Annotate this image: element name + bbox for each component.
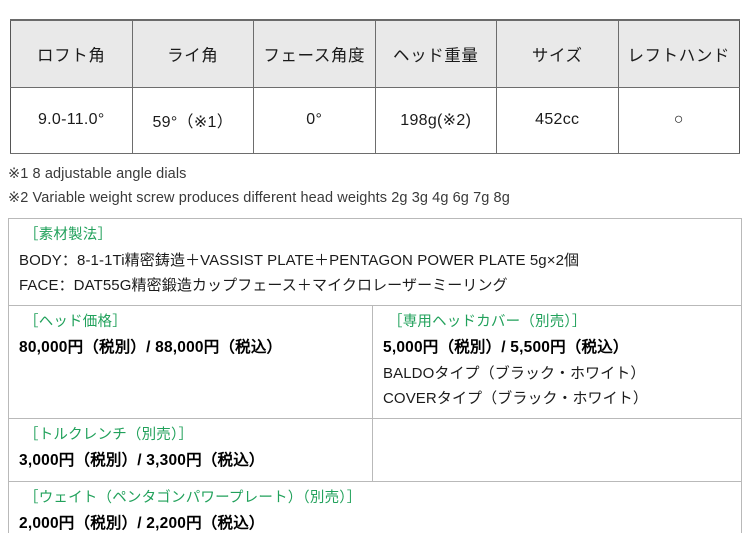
footnotes: ※1 8 adjustable angle dials ※2 Variable … — [8, 162, 742, 210]
torque-wrench-block: ［トルクレンチ（別売）］ 3,000円（税別）/ 3,300円（税込） — [9, 419, 373, 481]
torque-wrench-spacer — [373, 419, 741, 481]
material-body-line-1: BODY：8-1-1Ti精密鋳造＋VASSIST PLATE＋PENTAGON … — [19, 252, 580, 269]
head-cover-option-2: COVERタイプ（ブラック・ホワイト） — [383, 390, 648, 407]
info-row-head-price: ［ヘッド価格］ 80,000円（税別）/ 88,000円（税込） ［専用ヘッドカ… — [9, 305, 741, 418]
spec-table: ロフト角 ライ角 フェース角度 ヘッド重量 サイズ レフトハンド 9.0-11.… — [10, 19, 740, 154]
footnote-1: ※1 8 adjustable angle dials — [8, 166, 187, 182]
info-row-torque-wrench: ［トルクレンチ（別売）］ 3,000円（税別）/ 3,300円（税込） — [9, 418, 741, 481]
info-section: ［素材製法］ BODY：8-1-1Ti精密鋳造＋VASSIST PLATE＋PE… — [8, 218, 742, 533]
torque-wrench-value: 3,000円（税別）/ 3,300円（税込） — [19, 452, 265, 469]
head-cover-block: ［専用ヘッドカバー（別売）］ 5,000円（税別）/ 5,500円（税込） BA… — [373, 306, 741, 418]
spec-table-value-row: 9.0-11.0° 59°（※1） 0° 198g(※2) 452cc ○ — [10, 86, 740, 154]
weight-block: ［ウェイト（ペンタゴンパワープレート）（別売）］ 2,000円（税別）/ 2,2… — [9, 482, 741, 533]
footnote-2: ※2 Variable weight screw produces differ… — [8, 190, 510, 206]
value-size: 452cc — [496, 86, 619, 154]
column-header-loft-angle: ロフト角 — [10, 19, 133, 88]
weight-value: 2,000円（税別）/ 2,200円（税込） — [19, 515, 265, 532]
column-header-face-angle: フェース角度 — [253, 19, 376, 88]
head-price-block: ［ヘッド価格］ 80,000円（税別）/ 88,000円（税込） — [9, 306, 373, 418]
info-row-material: ［素材製法］ BODY：8-1-1Ti精密鋳造＋VASSIST PLATE＋PE… — [9, 219, 741, 305]
material-body-line-2: FACE：DAT55G精密鍛造カップフェース＋マイクロレーザーミーリング — [19, 277, 508, 294]
weight-title: ［ウェイト（ペンタゴンパワープレート）（別売）］ — [24, 490, 362, 506]
head-cover-value: 5,000円（税別）/ 5,500円（税込） — [383, 339, 629, 356]
value-face-angle: 0° — [253, 86, 376, 154]
head-price-value: 80,000円（税別）/ 88,000円（税込） — [19, 339, 283, 356]
info-row-weight: ［ウェイト（ペンタゴンパワープレート）（別売）］ 2,000円（税別）/ 2,2… — [9, 481, 741, 533]
material-title: ［素材製法］ — [24, 227, 113, 243]
value-left-hand: ○ — [617, 86, 740, 154]
head-cover-title: ［専用ヘッドカバー（別売）］ — [388, 314, 587, 330]
value-head-weight: 198g(※2) — [374, 86, 497, 154]
column-header-size: サイズ — [496, 19, 619, 88]
column-header-lie-angle: ライ角 — [131, 19, 254, 88]
value-lie-angle: 59°（※1） — [131, 86, 254, 154]
spec-table-container: ロフト角 ライ角 フェース角度 ヘッド重量 サイズ レフトハンド 9.0-11.… — [10, 19, 740, 154]
head-cover-option-1: BALDOタイプ（ブラック・ホワイト） — [383, 365, 646, 382]
column-header-head-weight: ヘッド重量 — [374, 19, 497, 88]
material-block: ［素材製法］ BODY：8-1-1Ti精密鋳造＋VASSIST PLATE＋PE… — [9, 219, 741, 305]
torque-wrench-title: ［トルクレンチ（別売）］ — [24, 427, 194, 443]
column-header-left-hand: レフトハンド — [617, 19, 740, 88]
spec-table-header-row: ロフト角 ライ角 フェース角度 ヘッド重量 サイズ レフトハンド — [10, 19, 740, 88]
head-price-title: ［ヘッド価格］ — [24, 314, 127, 330]
value-loft-angle: 9.0-11.0° — [10, 86, 133, 154]
